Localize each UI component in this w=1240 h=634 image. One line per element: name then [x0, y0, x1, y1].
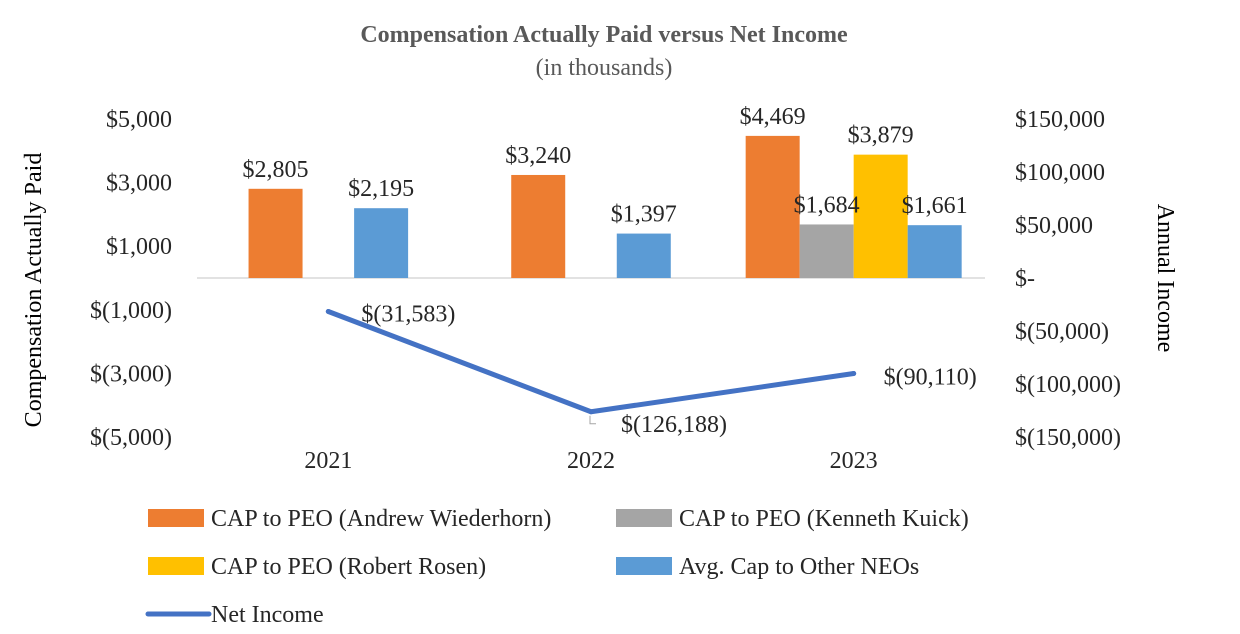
- bar: [511, 174, 566, 278]
- bar: [248, 188, 303, 278]
- net-income-line-group: [325, 308, 857, 425]
- y-tick-label: $3,000: [106, 171, 172, 197]
- line-data-label: $(31,583): [361, 301, 455, 327]
- category-labels: 2021 2022 2023: [304, 448, 877, 474]
- y2-tick-label: $100,000: [1015, 160, 1105, 186]
- bar: [745, 135, 800, 278]
- legend-label: Avg. Cap to Other NEOs: [679, 554, 919, 580]
- legend-label: Net Income: [211, 602, 324, 628]
- y-tick-label: $(1,000): [90, 298, 172, 324]
- net-income-point: [325, 308, 331, 314]
- y2-tick-label: $-: [1015, 266, 1035, 292]
- y2-tick-label: $150,000: [1015, 107, 1105, 133]
- bar-data-label: $2,805: [243, 157, 309, 183]
- y2-tick-label: $50,000: [1015, 213, 1093, 239]
- y2-tick-label: $(50,000): [1015, 319, 1109, 345]
- y-tick-label: $5,000: [106, 107, 172, 133]
- legend-label: CAP to PEO (Kenneth Kuick): [679, 506, 969, 532]
- bar-data-label: $3,879: [848, 123, 914, 149]
- label-leader-line: [589, 415, 596, 425]
- y2-tick-label: $(150,000): [1015, 425, 1121, 451]
- net-income-point: [851, 371, 857, 377]
- line-data-label: $(90,110): [884, 365, 977, 391]
- legend-swatch: [148, 509, 204, 527]
- y-tick-label: $(5,000): [90, 425, 172, 451]
- y2-axis-ticks: $150,000 $100,000 $50,000 $- $(50,000) $(100,…: [1015, 107, 1121, 451]
- y-axis-title: Compensation Actually Paid: [21, 153, 47, 428]
- bar: [354, 208, 409, 278]
- legend-swatch: [616, 509, 672, 527]
- line-data-label: $(126,188): [621, 412, 727, 438]
- chart-subtitle: (in thousands): [536, 55, 673, 81]
- bar: [799, 224, 854, 278]
- bar-data-label: $1,684: [794, 192, 860, 218]
- chart-title: Compensation Actually Paid versus Net In…: [360, 22, 848, 48]
- legend-swatch: [616, 557, 672, 575]
- bar-data-label: $1,661: [902, 193, 968, 219]
- y2-axis-title: Annual Income: [1152, 204, 1178, 353]
- category-label: 2022: [567, 448, 615, 474]
- legend-label: CAP to PEO (Robert Rosen): [211, 554, 486, 580]
- bar-data-label: $3,240: [505, 143, 571, 169]
- bar: [853, 154, 908, 278]
- net-income-point: [588, 409, 594, 415]
- data-labels: $2,805 $2,195 $3,240 $1,397 $4,469 $1,684 $3,8…: [243, 104, 977, 438]
- y-axis-ticks: $5,000 $3,000 $1,000 $(1,000) $(3,000) $(5,00…: [90, 107, 172, 451]
- category-label: 2023: [830, 448, 878, 474]
- bar: [616, 233, 671, 278]
- legend-swatch: [148, 557, 204, 575]
- bar-data-label: $4,469: [740, 104, 806, 130]
- category-label: 2021: [304, 448, 352, 474]
- legend-label: CAP to PEO (Andrew Wiederhorn): [211, 506, 551, 532]
- y-tick-label: $1,000: [106, 234, 172, 260]
- y2-tick-label: $(100,000): [1015, 372, 1121, 398]
- bars: [248, 135, 962, 278]
- bar-data-label: $1,397: [611, 202, 677, 228]
- bar-data-label: $2,195: [348, 176, 414, 202]
- legend: CAP to PEO (Andrew Wiederhorn) CAP to PEO…: [145, 506, 969, 628]
- y-tick-label: $(3,000): [90, 361, 172, 387]
- bar: [907, 225, 962, 278]
